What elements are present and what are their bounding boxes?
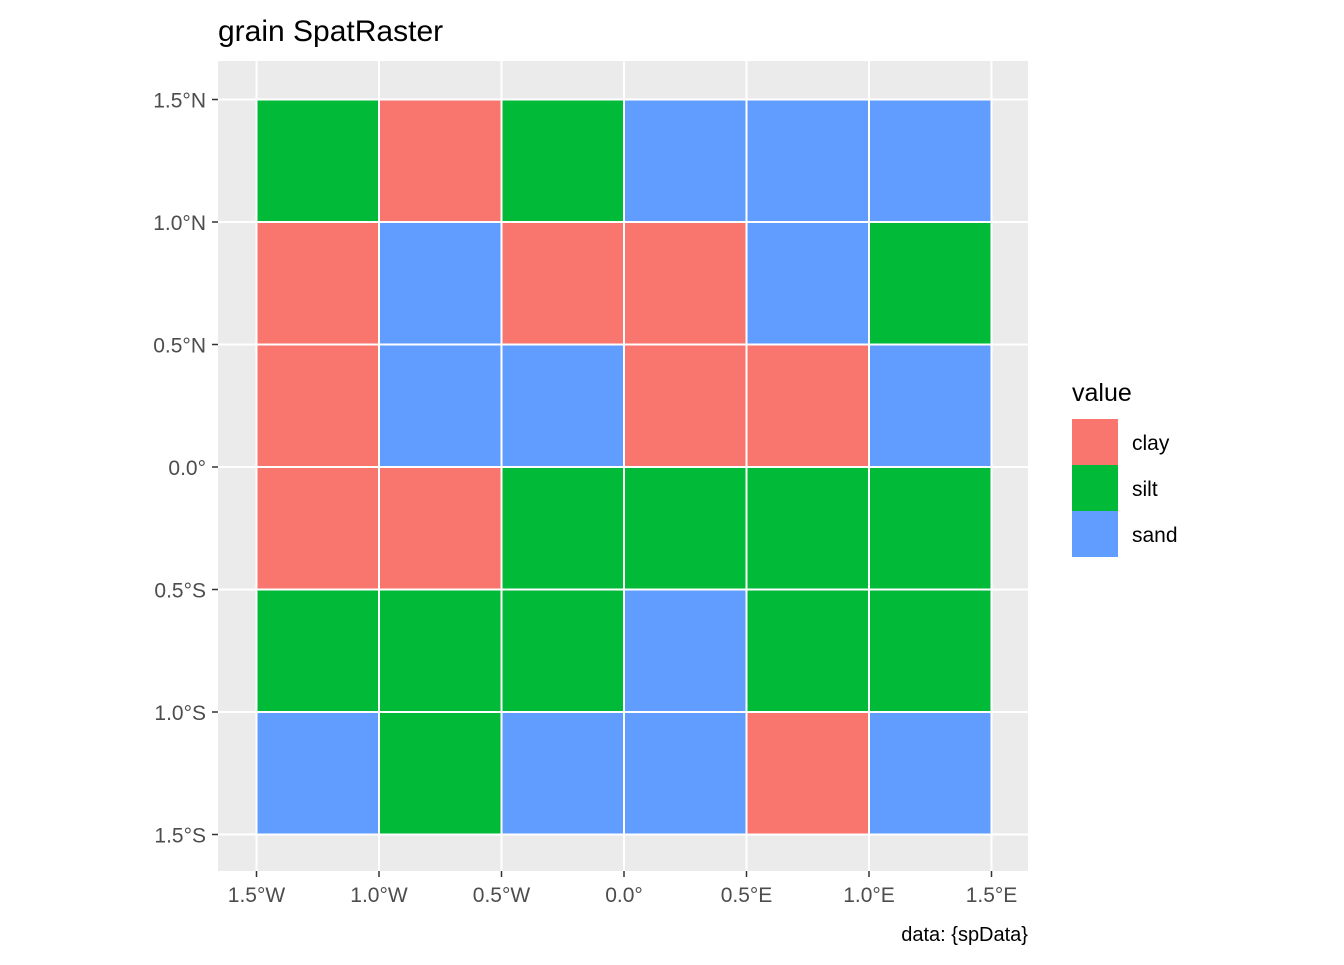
- raster-cell-sand: [869, 99, 992, 223]
- raster-cell-clay: [624, 344, 747, 468]
- raster-cell-sand: [869, 712, 992, 835]
- y-axis: 1.5°N 1.0°N 0.5°N 0.0° 0.5°S 1.0°S 1.5°S: [153, 90, 218, 848]
- raster-cell-clay: [746, 344, 870, 468]
- x-tick-label: 1.0°E: [843, 884, 895, 907]
- y-tick-label: 0.0°: [168, 457, 206, 480]
- raster-cell-silt: [869, 467, 992, 590]
- x-tick-label: 0.5°E: [721, 884, 773, 907]
- legend-key-sand: [1072, 511, 1118, 557]
- raster-cell-clay: [624, 222, 747, 345]
- raster-cell-silt: [501, 467, 625, 590]
- grid-lines: [218, 61, 1028, 871]
- raster-cells: [256, 99, 992, 835]
- raster-cell-sand: [256, 712, 380, 835]
- raster-cell-silt: [501, 99, 625, 223]
- raster-cell-silt: [869, 222, 992, 345]
- legend: value clay silt sand: [1072, 379, 1178, 557]
- x-axis: 1.5°W 1.0°W 0.5°W 0.0° 0.5°E 1.0°E 1.5°E: [228, 871, 1018, 907]
- raster-cell-silt: [746, 467, 870, 590]
- raster-cell-silt: [379, 712, 502, 835]
- legend-key-silt: [1072, 465, 1118, 511]
- y-tick-label: 0.5°S: [154, 580, 206, 603]
- y-tick-label: 1.0°N: [153, 212, 206, 235]
- legend-label-sand: sand: [1132, 524, 1178, 547]
- x-tick-label: 0.0°: [605, 884, 643, 907]
- raster-cell-clay: [256, 222, 380, 345]
- raster-cell-sand: [624, 99, 747, 223]
- y-tick-label: 1.0°S: [154, 702, 206, 725]
- y-tick-label: 1.5°N: [153, 90, 206, 113]
- raster-cell-sand: [379, 222, 502, 345]
- x-tick-label: 1.5°W: [228, 884, 286, 907]
- raster-cell-silt: [869, 589, 992, 713]
- raster-cell-sand: [746, 222, 870, 345]
- raster-cell-silt: [379, 589, 502, 713]
- chart-title: grain SpatRaster: [218, 15, 443, 48]
- y-tick-label: 0.5°N: [153, 335, 206, 358]
- legend-label-silt: silt: [1132, 478, 1158, 501]
- raster-cell-sand: [746, 99, 870, 223]
- raster-cell-silt: [256, 589, 380, 713]
- legend-label-clay: clay: [1132, 432, 1170, 455]
- raster-cell-silt: [256, 99, 380, 223]
- raster-cell-clay: [256, 467, 380, 590]
- raster-cell-silt: [746, 589, 870, 713]
- raster-cell-clay: [746, 712, 870, 835]
- raster-cell-clay: [379, 467, 502, 590]
- x-tick-label: 1.5°E: [966, 884, 1018, 907]
- raster-cell-sand: [624, 712, 747, 835]
- raster-cell-sand: [624, 589, 747, 713]
- raster-cell-sand: [501, 344, 625, 468]
- raster-cell-sand: [869, 344, 992, 468]
- raster-cell-clay: [379, 99, 502, 223]
- raster-cell-clay: [256, 344, 380, 468]
- x-tick-label: 0.5°W: [473, 884, 531, 907]
- legend-key-clay: [1072, 419, 1118, 465]
- x-tick-label: 1.0°W: [350, 884, 408, 907]
- raster-cell-sand: [501, 712, 625, 835]
- raster-cell-silt: [624, 467, 747, 590]
- raster-cell-silt: [501, 589, 625, 713]
- raster-cell-clay: [501, 222, 625, 345]
- chart-caption: data: {spData}: [901, 924, 1028, 946]
- legend-title: value: [1072, 379, 1132, 407]
- y-tick-label: 1.5°S: [154, 825, 206, 848]
- raster-cell-sand: [379, 344, 502, 468]
